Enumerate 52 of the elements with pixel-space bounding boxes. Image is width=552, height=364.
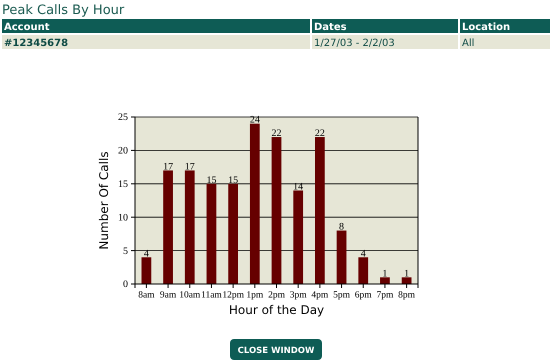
data-label: 15 (206, 174, 216, 186)
x-tick-label: 7pm (376, 290, 394, 301)
x-tick-label: 1pm (246, 290, 264, 301)
y-axis-title: Number Of Calls (97, 151, 111, 250)
text: All (462, 38, 474, 49)
x-tick-label: 9am (160, 290, 177, 301)
x-tick-label: 3pm (290, 290, 308, 301)
x-tick-label: 6pm (354, 290, 372, 301)
y-tick-label: 0 (123, 279, 128, 290)
bar (272, 137, 282, 284)
bar (206, 184, 216, 284)
y-tick-label: 15 (118, 179, 128, 190)
y-tick-label: 25 (118, 112, 128, 124)
bar (380, 277, 390, 284)
x-tick-label: 8am (138, 290, 156, 301)
text: Dates (314, 22, 347, 33)
x-tick-label: 5pm (333, 290, 351, 301)
data-label: 22 (314, 128, 325, 140)
text: Account (4, 22, 50, 33)
bar (228, 184, 238, 284)
chart-title: Peak Calls By Hour (2, 3, 125, 18)
bar (250, 124, 260, 284)
x-tick-label: 4pm (311, 290, 329, 301)
bar (163, 170, 173, 284)
bar (402, 277, 412, 284)
bar (336, 230, 346, 284)
data-label: 8 (339, 222, 344, 233)
text: Location (462, 22, 510, 33)
bar (142, 257, 152, 284)
bar (293, 190, 304, 284)
x-tick-label: 8pm (398, 290, 416, 301)
bar (314, 137, 325, 284)
x-tick-label: 12pm (222, 290, 245, 301)
bar (184, 170, 195, 284)
y-tick-label: 20 (118, 146, 128, 157)
data-label: 1 (404, 268, 410, 280)
text: #12345678 (4, 38, 68, 49)
data-label: 22 (272, 128, 282, 140)
data-label: 17 (163, 161, 174, 172)
x-tick-label: 11am (201, 290, 222, 301)
x-axis-title: Hour of the Day (228, 303, 324, 317)
x-tick-label: 2pm (268, 290, 286, 301)
bar (358, 257, 368, 284)
close-window-button: CLOSE WINDOW (230, 339, 322, 360)
data-label: 24 (250, 114, 260, 126)
x-tick-label: 10am (179, 290, 201, 301)
text: 1/27/03 - 2/2/03 (314, 38, 395, 49)
data-label: 17 (184, 161, 195, 172)
data-label: 1 (382, 268, 388, 280)
y-tick-label: 10 (118, 212, 128, 224)
data-label: 15 (228, 174, 238, 186)
y-tick-label: 5 (123, 246, 128, 257)
